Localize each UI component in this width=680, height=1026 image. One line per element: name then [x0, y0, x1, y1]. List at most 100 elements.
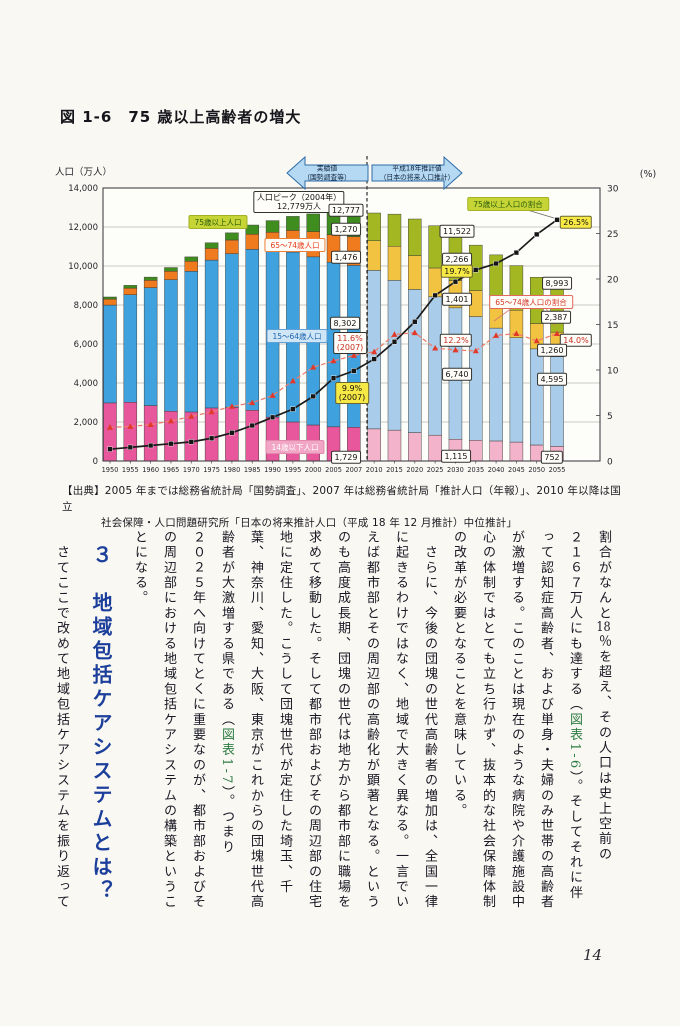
square-marker: [391, 339, 398, 345]
svg-text:(%): (%): [640, 169, 656, 180]
bar-segment: [387, 213, 402, 247]
bar-segment: [204, 242, 219, 249]
text-column: さてここで改めて地域包括ケアシステムを振り返って: [54, 530, 69, 910]
text-column: 割合がなんと18％を超え、その人口は史上空前の: [596, 530, 611, 863]
square-marker: [229, 430, 235, 436]
square-marker: [534, 231, 540, 238]
chart-annotation-label-share6574: 65～74歳人口の割合: [489, 295, 573, 309]
svg-text:8,000: 8,000: [74, 301, 98, 311]
svg-text:20: 20: [607, 276, 619, 286]
actual-arrow: [286, 155, 369, 191]
svg-text:14,000: 14,000: [68, 184, 98, 194]
triangle-marker: [371, 348, 378, 355]
chart-annotation-v-2266: 2,266: [442, 252, 472, 266]
square-marker: [188, 439, 194, 445]
bar-segment: [428, 434, 442, 462]
chart-annotation-p-122: 12.2%: [439, 333, 473, 347]
bar-segment: [225, 239, 239, 254]
text-column: って認知症高齢者、および単身・夫婦のみ世帯の高齢者: [538, 530, 553, 910]
svg-text:25: 25: [607, 230, 618, 240]
square-marker: [310, 393, 316, 399]
bar-segment: [367, 212, 381, 241]
svg-text:1965: 1965: [163, 466, 180, 474]
text-column: ２０２５年へ向けてとくに重要なのが、都市部およびそ: [190, 530, 205, 910]
bar-segment: [489, 440, 503, 462]
bar-segment: [286, 216, 300, 231]
chart-annotation-v-8302: 8,302: [330, 316, 360, 330]
triangle-marker: [188, 413, 195, 419]
svg-text:2025: 2025: [427, 466, 444, 474]
bar-segment: [123, 287, 138, 295]
chart-annotation-v-1476: 1,476: [331, 250, 361, 264]
triangle-marker: [147, 421, 154, 427]
triangle-marker: [513, 330, 520, 336]
svg-text:10: 10: [607, 367, 619, 377]
square-marker: [351, 368, 357, 374]
projection-arrow: [371, 155, 463, 191]
bar-segment: [143, 287, 158, 406]
triangle-marker: [269, 392, 276, 398]
figure-reference: 図表1-7: [219, 727, 234, 786]
bar-segment: [204, 407, 219, 462]
square-marker: [249, 422, 255, 429]
triangle-marker: [127, 423, 134, 429]
square-marker: [412, 319, 418, 325]
bar-segment: [245, 224, 259, 235]
chart-annotation-arrow-projection: 平成18年推計値 （日本の将来人口推計）: [379, 164, 455, 181]
svg-text:1960: 1960: [142, 466, 159, 474]
triangle-marker: [249, 399, 256, 406]
svg-text:6,000: 6,000: [74, 340, 98, 350]
bar-segment: [184, 271, 199, 413]
svg-text:2030: 2030: [447, 466, 464, 474]
square-marker: [208, 435, 215, 441]
chart-annotation-label-75: 75歳以上人口: [188, 215, 248, 229]
bar-segment: [489, 327, 503, 442]
chart-annotation-v-1115: 1,115: [441, 449, 471, 463]
bar-segment: [469, 440, 483, 462]
bar-segment: [225, 253, 239, 408]
chart-annotation-v-1729: 1,729: [331, 450, 361, 464]
chart-annotation-v-8993: 8,993: [542, 276, 572, 290]
square-marker: [168, 441, 174, 447]
square-marker: [513, 250, 520, 256]
chart-source-note: 【出典】2005 年までは総務省統計局「国勢調査」、2007 年は総務省統計局「…: [62, 483, 628, 531]
svg-text:1995: 1995: [284, 466, 301, 474]
section-heading: ３ 地域包括ケアシステムとは？: [89, 544, 113, 904]
text-column: のも高度成長期、団塊の世代は地方から都市部に職場を: [335, 530, 350, 910]
bar-segment: [245, 233, 259, 250]
body-text: 割合がなんと18％を超え、その人口は史上空前の ２１６７万人にも達する（図表1-6…: [47, 530, 618, 948]
triangle-marker: [289, 377, 296, 384]
chart-annotation-v-1260: 1,260: [537, 343, 567, 357]
bar-segment: [245, 249, 259, 411]
text-column: 齢者が大激増する県である（図表1-7）。つまり: [219, 530, 234, 856]
chart-annotation-p-116: 11.6% (2007): [333, 332, 367, 354]
bar-segment: [428, 296, 442, 436]
chart-annotation-label-6574: 65～74歳人口: [264, 238, 326, 252]
chart-annotation-p-197: 19.7%: [440, 264, 474, 278]
chart-annotation-p-265: 26.5%: [559, 215, 593, 229]
bar-segment: [408, 255, 422, 290]
bar-segment: [408, 289, 422, 433]
bar-segment: [143, 280, 158, 288]
square-marker: [269, 414, 276, 420]
bar-segment: [103, 402, 117, 462]
svg-text:2007: 2007: [345, 466, 362, 474]
bar-segment: [123, 402, 138, 462]
bar-segment: [387, 280, 402, 431]
text-column: 求めて移動した。そして都市部およびその周辺部の住宅: [306, 530, 321, 910]
svg-text:2000: 2000: [305, 466, 322, 474]
chart-annotation-v-752: 752: [540, 450, 564, 464]
bar-segment: [408, 432, 422, 462]
triangle-marker: [493, 332, 500, 338]
bar-segment: [103, 304, 117, 404]
svg-text:2050: 2050: [528, 466, 545, 474]
chart-annotation-label-14: 14歳以下人口: [265, 440, 325, 454]
text-column: が激増する。このことは現在のような病院や介護施設中: [509, 530, 524, 910]
chart-annotation-v-6740: 6,740: [442, 367, 472, 381]
triangle-marker: [472, 347, 479, 354]
triangle-marker: [452, 346, 459, 353]
svg-text:2055: 2055: [549, 466, 566, 474]
bar-segment: [123, 294, 138, 403]
triangle-marker: [107, 424, 113, 430]
